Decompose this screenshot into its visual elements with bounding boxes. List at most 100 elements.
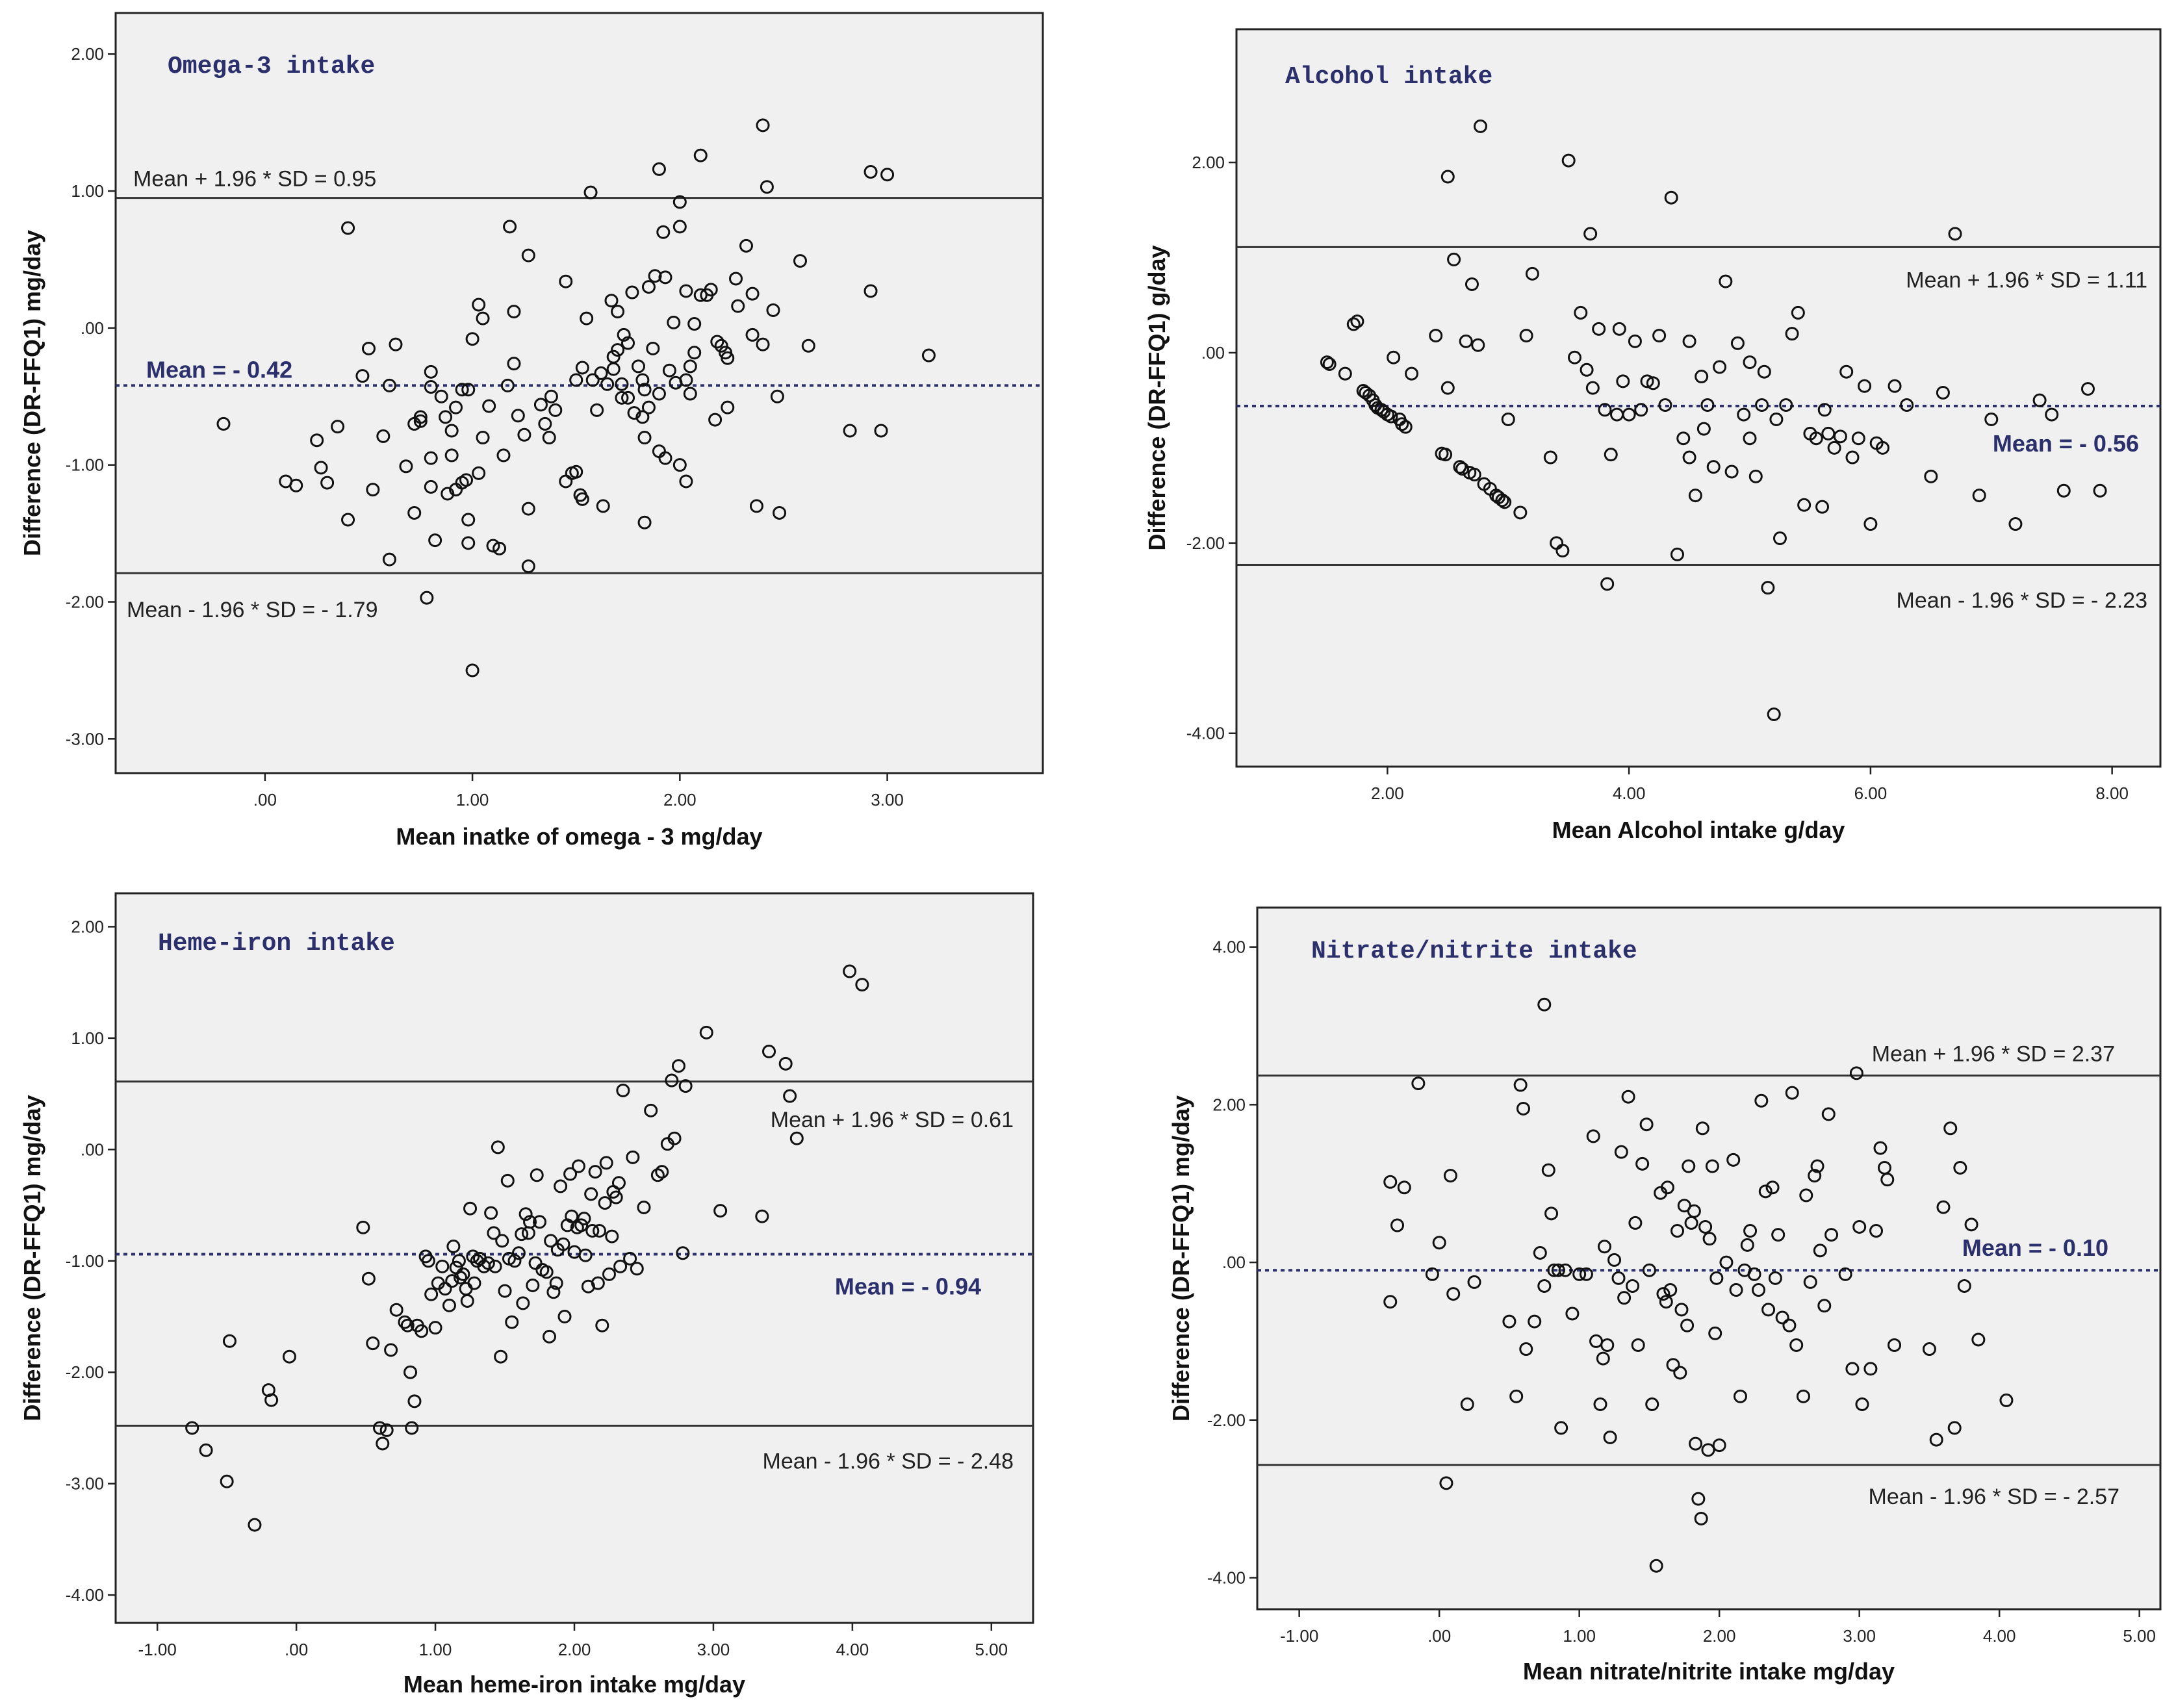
data-point [1689,1436,1703,1451]
data-point [1761,1303,1776,1317]
data-point [248,1518,262,1532]
data-point [577,1212,591,1226]
data-point [611,343,625,357]
data-point [1425,1267,1439,1281]
data-point [341,513,355,527]
x-axis-title: Mean Alcohol intake g/day [1552,817,1845,843]
data-point [511,409,525,423]
data-point [593,1223,607,1238]
data-point [563,1167,578,1181]
data-point [1543,450,1557,465]
data-point [683,359,697,374]
data-point [1513,505,1528,520]
data-point [1775,1310,1789,1325]
data-point [648,269,662,283]
data-point [855,978,869,992]
data-point [491,1140,505,1154]
data-point [578,1248,593,1262]
data-point [1586,1129,1600,1143]
data-point [1953,1160,1967,1175]
data-point [755,1209,769,1223]
data-point [667,1131,682,1145]
x-tick-label: 5.00 [2123,1626,2156,1646]
y-tick-label: -3.00 [66,729,104,748]
y-tick-label: -4.00 [1186,724,1225,743]
data-point [413,414,428,428]
data-point [641,400,656,414]
data-point [1743,355,1757,370]
panel-title: Omega-3 intake [168,53,375,81]
data-point [1688,489,1702,503]
data-point [1984,412,1999,426]
x-tick-label: .00 [285,1640,308,1659]
data-point [1467,1275,1481,1289]
data-point [1855,1397,1869,1411]
data-point [1999,1393,2014,1407]
data-point [921,348,936,363]
data-point [505,1315,519,1329]
y-axis-title: Difference (DR-FFQ1) mg/day [19,1095,45,1421]
data-point [713,1204,728,1218]
data-point [1767,707,1781,721]
data-point [216,416,231,431]
data-point [444,424,459,438]
data-point [778,1056,793,1071]
data-point [517,427,531,442]
y-tick-label: -2.00 [1207,1410,1246,1430]
data-point [1670,547,1684,561]
data-point [2032,393,2047,407]
data-point [1880,1173,1895,1187]
data-point [1554,1421,1568,1435]
data-point [415,1324,429,1338]
data-point [495,1234,509,1248]
data-point [355,369,370,383]
y-tick-label: 1.00 [71,181,104,201]
data-point [1617,1291,1632,1305]
data-point [1628,334,1642,348]
data-point [1592,322,1606,336]
data-point [452,1254,466,1268]
y-tick-label: 2.00 [71,917,104,936]
data-point [1635,1156,1650,1171]
data-point [615,390,629,405]
y-tick-label: -4.00 [66,1585,104,1605]
data-point [376,429,390,443]
data-point [1687,1204,1701,1218]
y-tick-label: 4.00 [1212,937,1246,957]
data-point [1656,1287,1670,1301]
data-point [454,1271,468,1285]
data-point [693,288,708,302]
data-point [314,461,328,475]
data-point [476,311,490,325]
data-point [407,505,422,520]
data-point [1600,1338,1615,1352]
data-point [596,499,610,513]
data-point [507,357,521,371]
data-point [1708,1326,1722,1340]
data-point [1384,409,1398,424]
mean-label: Mean = - 0.94 [835,1273,981,1299]
data-point [428,533,442,548]
data-point [361,1271,376,1286]
data-point [793,254,807,268]
data-point [461,513,476,527]
y-tick-label: -2.00 [66,1362,104,1382]
data-point [1873,1141,1888,1155]
lower-limit-label: Mean - 1.96 * SD = - 2.23 [1897,589,2147,613]
data-point [424,479,438,494]
data-point [1851,431,1865,446]
data-point [1682,1159,1696,1173]
data-point [1612,322,1626,336]
data-point [399,459,413,474]
x-tick-label: 2.00 [1371,784,1404,803]
data-point [1817,403,1832,417]
data-point [1443,1169,1457,1183]
data-point [428,1321,442,1335]
data-point [801,338,815,353]
data-point [1682,334,1696,348]
data-point [635,373,650,387]
data-point [658,451,672,465]
data-point [731,299,745,313]
data-point [679,474,693,489]
data-point [1645,1397,1659,1411]
